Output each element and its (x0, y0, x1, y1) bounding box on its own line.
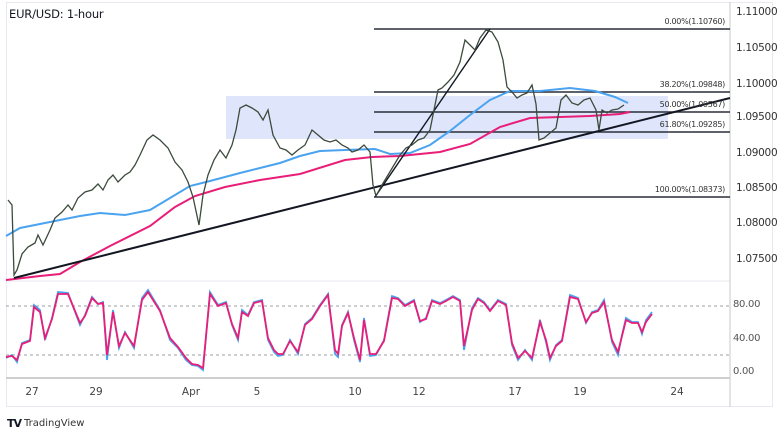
stoch-axis-label: 80.00 (733, 299, 761, 310)
price-line (7, 29, 625, 278)
tradingview-logo-icon: TV (7, 417, 22, 430)
time-axis-label: 29 (89, 386, 103, 398)
time-axis-label: 19 (573, 386, 587, 398)
rising-trendline[interactable] (13, 97, 731, 279)
stoch-axis-label: 0.00 (733, 366, 755, 377)
fib-label-0: 0.00%(1.10760) (664, 17, 725, 26)
time-axis-label: 12 (412, 386, 426, 398)
time-axis-label: 5 (253, 386, 261, 398)
price-axis-label: 1.08000 (736, 217, 778, 229)
price-axis-label: 1.09500 (736, 111, 778, 123)
tradingview-wordmark: TradingView (24, 418, 85, 429)
time-axis-label: 10 (348, 386, 362, 398)
price-axis-label: 1.07500 (736, 253, 778, 265)
stoch-d-line (5, 290, 653, 370)
chart-title: EUR/USD: 1-hour (9, 7, 104, 21)
fib-label-382: 38.20%(1.09848) (659, 80, 726, 89)
sma-fast-line (5, 86, 629, 237)
time-axis-label: Apr (181, 386, 201, 398)
impulse-trendline[interactable] (374, 28, 491, 198)
time-axis-label: 24 (670, 386, 684, 398)
price-axis-label: 1.10000 (736, 78, 778, 90)
sma-slow-line (5, 111, 631, 281)
price-axis-label: 1.08500 (736, 182, 778, 194)
price-axis-label: 1.09000 (736, 147, 778, 159)
price-axis-label: 1.10500 (736, 42, 778, 54)
price-axis-label: 1.11000 (736, 6, 778, 18)
tradingview-brand[interactable]: TV TradingView (7, 417, 84, 430)
time-axis-label: 27 (25, 386, 39, 398)
fib-label-100: 100.00%(1.08373) (654, 185, 725, 194)
chart-frame (6, 2, 773, 407)
fib-label-50: 50.00%(1.09567) (659, 100, 726, 109)
fib-label-618: 61.80%(1.09285) (659, 120, 726, 129)
stoch-axis-label: 40.00 (733, 333, 761, 344)
time-axis-label: 17 (508, 386, 522, 398)
